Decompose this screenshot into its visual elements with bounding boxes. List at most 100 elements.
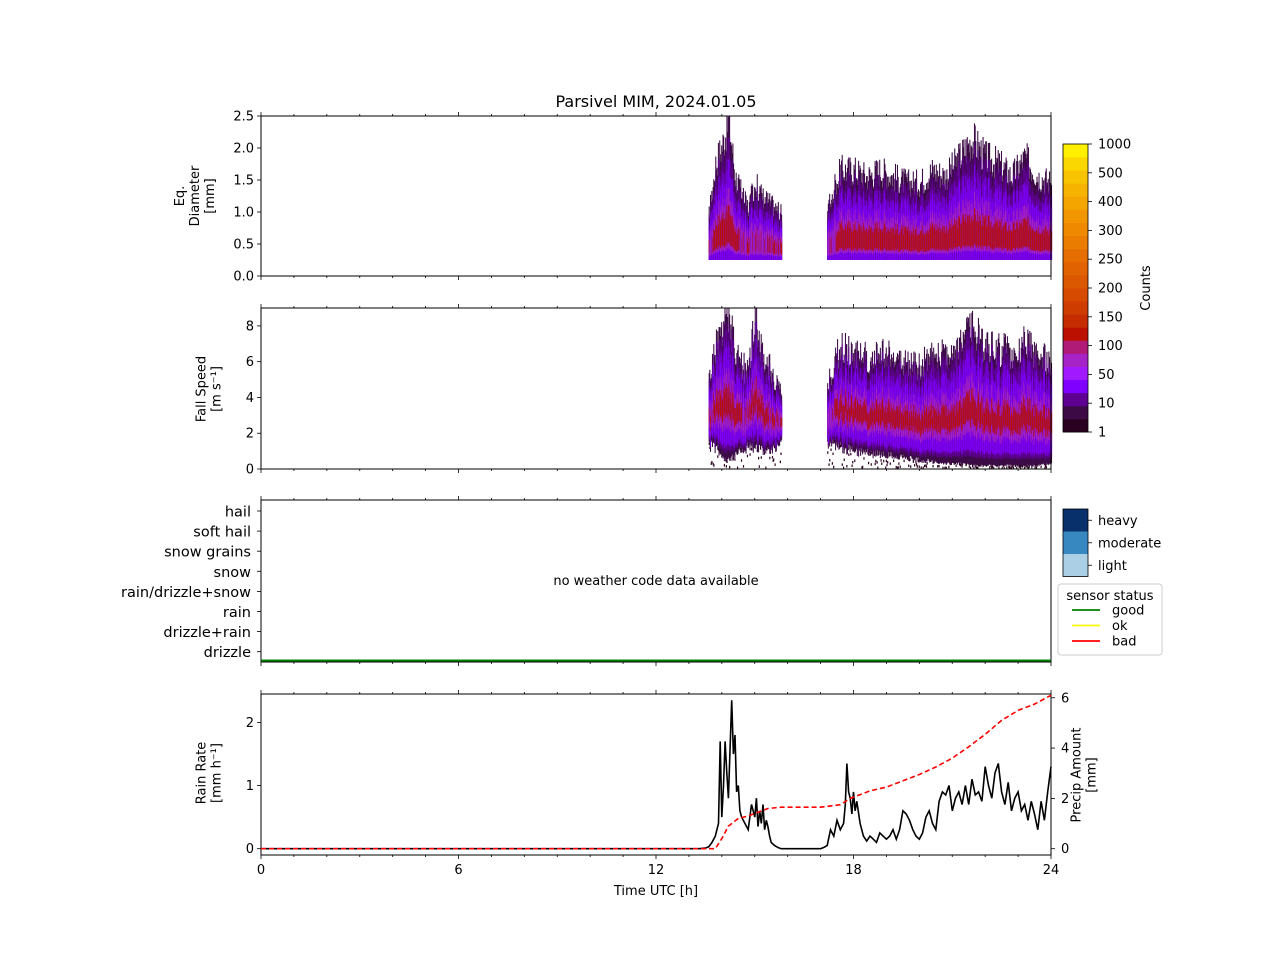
diameter-count-cell — [894, 233, 896, 252]
colorbar-segment — [1063, 261, 1088, 276]
fall-speed-sparse-cell — [887, 461, 889, 464]
fall-speed-count-cell — [757, 399, 759, 421]
fall-speed-sparse-cell — [1018, 465, 1020, 468]
fall-speed-count-cell — [964, 396, 966, 424]
diameter-count-cell — [742, 225, 744, 255]
diameter-count-cell — [886, 233, 888, 252]
fall-speed-sparse-cell — [861, 466, 863, 469]
fall-speed-count-cell — [893, 404, 895, 426]
fall-speed-count-cell — [756, 390, 758, 416]
fall-speed-count-cell — [1029, 410, 1031, 433]
weather-code-label: drizzle+rain — [163, 625, 251, 641]
fall-speed-count-cell — [1004, 399, 1006, 427]
diameter-count-cell — [829, 238, 831, 254]
fall-speed-count-cell — [891, 407, 893, 429]
diameter-count-cell — [980, 214, 982, 246]
diameter-count-cell — [779, 239, 781, 257]
diameter-count-cell — [972, 221, 974, 248]
y-right-tick-label: 0 — [1061, 842, 1069, 857]
diameter-count-cell — [890, 228, 892, 250]
fall-speed-sparse-cell — [871, 451, 873, 455]
diameter-count-cell — [923, 234, 925, 252]
fall-speed-count-cell — [709, 416, 712, 431]
fall-speed-count-cell — [933, 405, 935, 429]
fall-speed-count-cell — [967, 393, 969, 422]
fall-speed-sparse-cell — [886, 463, 888, 467]
fall-speed-count-cell — [1049, 410, 1051, 432]
diameter-count-cell — [1016, 222, 1018, 249]
fall-speed-count-cell — [756, 375, 758, 403]
fall-speed-count-cell — [976, 404, 978, 429]
fall-speed-count-cell — [738, 403, 740, 423]
diameter-count-cell — [985, 214, 987, 246]
fall-speed-count-cell — [1040, 409, 1042, 432]
fall-speed-count-cell — [906, 409, 908, 429]
diameter-count-cell — [831, 227, 833, 255]
diameter-count-cell — [720, 222, 722, 249]
diameter-count-cell — [827, 231, 829, 256]
fall-speed-sparse-cell — [713, 464, 715, 467]
diameter-count-cell — [1004, 225, 1006, 250]
fall-speed-sparse-cell — [739, 448, 741, 451]
fall-speed-sparse-cell — [965, 463, 967, 467]
fall-speed-count-cell — [1030, 398, 1032, 426]
diameter-count-cell — [740, 229, 742, 256]
diameter-count-cell — [1002, 225, 1004, 250]
fall-speed-count-cell — [710, 410, 712, 423]
diameter-count-cell — [827, 235, 829, 257]
fall-speed-count-cell — [919, 420, 922, 438]
diameter-count-cell — [771, 228, 773, 255]
fall-speed-count-cell — [918, 407, 920, 430]
diameter-count-cell — [887, 228, 889, 250]
fall-speed-count-cell — [921, 409, 924, 430]
fall-speed-count-cell — [867, 413, 869, 430]
fall-speed-sparse-cell — [959, 463, 961, 466]
fall-speed-count-cell — [866, 410, 868, 426]
fall-speed-count-cell — [885, 405, 887, 427]
diameter-count-cell — [850, 227, 852, 250]
diameter-count-cell — [990, 221, 992, 248]
fall-speed-count-cell — [834, 398, 836, 416]
fall-speed-count-cell — [709, 400, 711, 429]
fall-speed-sparse-cell — [945, 466, 947, 470]
fall-speed-sparse-cell — [846, 465, 848, 468]
fall-speed-count-cell — [1003, 398, 1005, 426]
diameter-count-cell — [964, 220, 966, 248]
fall-speed-sparse-cell — [885, 459, 887, 463]
fall-speed-count-cell — [885, 402, 887, 425]
fall-speed-count-cell — [881, 406, 883, 425]
fall-speed-count-cell — [781, 417, 783, 427]
diameter-count-cell — [998, 226, 1000, 250]
fall-speed-count-cell — [1010, 413, 1012, 435]
diameter-count-cell — [920, 230, 922, 251]
diameter-count-cell — [744, 231, 746, 256]
diameter-count-cell — [948, 221, 951, 248]
fall-speed-sparse-cell — [710, 462, 712, 465]
diameter-count-cell — [842, 229, 845, 251]
diameter-count-cell — [855, 229, 857, 251]
fall-speed-sparse-cell — [914, 463, 916, 467]
fall-speed-sparse-cell — [898, 462, 900, 465]
fall-speed-sparse-cell — [833, 465, 835, 469]
fall-speed-sparse-cell — [948, 465, 950, 469]
diameter-count-cell — [762, 224, 764, 255]
fall-speed-count-cell — [942, 406, 944, 430]
diameter-count-cell — [780, 238, 782, 254]
diameter-count-cell — [761, 226, 763, 255]
diameter-count-cell — [908, 225, 910, 250]
diameter-count-cell — [709, 227, 712, 255]
diameter-count-cell — [846, 225, 848, 249]
fall-speed-count-cell — [840, 400, 843, 420]
diameter-count-cell — [898, 234, 900, 252]
fall-speed-sparse-cell — [916, 463, 918, 466]
fall-speed-sparse-cell — [991, 466, 993, 470]
fall-speed-count-cell — [904, 404, 906, 427]
diameter-count-cell — [729, 205, 731, 243]
fall-speed-count-cell — [1043, 405, 1045, 429]
diameter-count-cell — [1041, 228, 1043, 251]
fall-speed-count-cell — [973, 401, 976, 427]
diameter-count-cell — [742, 232, 744, 252]
fall-speed-count-cell — [943, 404, 945, 429]
diameter-count-cell — [732, 215, 734, 247]
